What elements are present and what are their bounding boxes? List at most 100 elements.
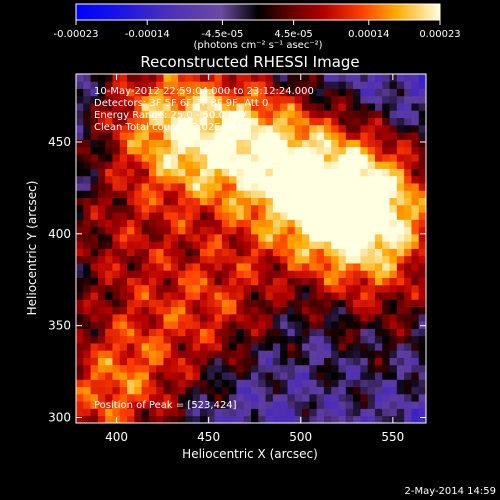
heatmap-cell <box>258 401 266 409</box>
heatmap-cell <box>192 146 201 155</box>
heatmap-cell <box>360 212 369 220</box>
heatmap-cell <box>280 175 288 184</box>
heatmap-cell <box>353 117 361 126</box>
heatmap-cell <box>236 241 245 249</box>
heatmap-cell <box>156 328 164 337</box>
heatmap-cell <box>353 335 361 344</box>
heatmap-cell <box>316 168 325 177</box>
heatmap-cell <box>265 233 274 242</box>
heatmap-cell <box>396 292 405 300</box>
heatmap-cell <box>236 117 245 126</box>
heatmap-cell <box>105 241 113 249</box>
heatmap-cell <box>105 146 113 155</box>
heatmap-cell <box>214 204 223 213</box>
heatmap-cell <box>214 197 223 206</box>
heatmap-cell <box>76 350 84 358</box>
heatmap-cell <box>192 168 201 177</box>
heatmap-cell <box>178 219 186 228</box>
heatmap-cell <box>112 379 121 388</box>
heatmap-cell <box>389 103 398 111</box>
heatmap-cell <box>331 233 339 242</box>
heatmap-cell <box>163 350 172 358</box>
heatmap-cell <box>374 139 383 148</box>
heatmap-cell <box>360 124 369 133</box>
heatmap-cell <box>294 335 303 344</box>
heatmap-cell <box>229 197 237 206</box>
heatmap-cell <box>127 226 135 235</box>
heatmap-cell <box>272 321 281 329</box>
heatmap-cell <box>302 299 310 308</box>
heatmap-cell <box>105 386 113 395</box>
heatmap-cell <box>345 197 354 206</box>
heatmap-cell <box>331 306 339 315</box>
heatmap-cell <box>367 197 376 206</box>
heatmap-cell <box>280 110 288 119</box>
heatmap-cell <box>367 233 376 242</box>
heatmap-cell <box>90 350 99 358</box>
heatmap-cell <box>302 95 310 104</box>
heatmap-cell <box>251 168 259 177</box>
heatmap-cell <box>119 95 128 104</box>
heatmap-cell <box>207 284 215 293</box>
heatmap-cell <box>105 161 113 169</box>
heatmap-cell <box>112 132 121 140</box>
heatmap-cell <box>199 277 208 286</box>
heatmap-cell <box>258 372 266 380</box>
heatmap-cell <box>338 233 347 242</box>
heatmap-cell <box>251 212 259 220</box>
heatmap-cell <box>229 74 237 82</box>
heatmap-cell <box>353 124 361 133</box>
heatmap-cell <box>309 117 318 126</box>
heatmap-cell <box>382 88 390 97</box>
heatmap-cell <box>229 350 237 358</box>
heatmap-cell <box>178 197 186 206</box>
heatmap-cell <box>243 335 252 344</box>
heatmap-cell <box>374 153 383 162</box>
heatmap-cell <box>170 241 179 249</box>
heatmap-cell <box>97 117 106 126</box>
heatmap-cell <box>411 335 420 344</box>
heatmap-cell <box>148 335 157 344</box>
heatmap-cell <box>185 255 194 264</box>
heatmap-cell <box>221 233 230 242</box>
heatmap-cell <box>287 190 296 198</box>
heatmap-cell <box>199 103 208 111</box>
heatmap-cell <box>119 175 128 184</box>
heatmap-cell <box>287 219 296 228</box>
heatmap-cell <box>323 81 332 89</box>
heatmap-cell <box>367 219 376 228</box>
heatmap-cell <box>338 153 347 162</box>
heatmap-cell <box>207 364 215 373</box>
heatmap-cell <box>90 117 99 126</box>
heatmap-cell <box>97 335 106 344</box>
heatmap-cell <box>178 408 186 417</box>
heatmap-cell <box>119 350 128 358</box>
heatmap-cell <box>411 153 420 162</box>
heatmap-cell <box>331 197 339 206</box>
heatmap-cell <box>112 248 121 257</box>
heatmap-cell <box>382 183 390 191</box>
heatmap-cell <box>323 168 332 177</box>
heatmap-cell <box>418 248 427 257</box>
heatmap-cell <box>353 415 361 424</box>
heatmap-cell <box>83 110 91 119</box>
heatmap-cell <box>323 357 332 366</box>
heatmap-cell <box>353 255 361 264</box>
heatmap-cell <box>258 212 266 220</box>
heatmap-cell <box>251 343 259 351</box>
heatmap-cell <box>163 161 172 169</box>
heatmap-cell <box>105 168 113 177</box>
heatmap-cell <box>199 357 208 366</box>
heatmap-cell <box>360 306 369 315</box>
heatmap-cell <box>382 255 390 264</box>
heatmap-cell <box>141 197 150 206</box>
heatmap-cell <box>163 241 172 249</box>
heatmap-cell <box>229 153 237 162</box>
heatmap-cell <box>207 88 215 97</box>
heatmap-cell <box>170 408 179 417</box>
heatmap-cell <box>214 146 223 155</box>
heatmap-cell <box>404 357 412 366</box>
heatmap-cell <box>221 190 230 198</box>
heatmap-cell <box>360 204 369 213</box>
heatmap-cell <box>170 74 179 82</box>
